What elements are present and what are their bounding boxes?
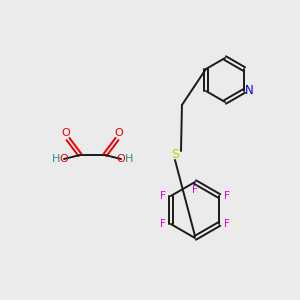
Text: O: O	[60, 154, 68, 164]
Text: F: F	[224, 219, 230, 229]
Text: N: N	[245, 85, 254, 98]
Text: H: H	[52, 154, 60, 164]
Text: F: F	[224, 191, 230, 201]
Text: O: O	[115, 128, 123, 138]
Text: H: H	[125, 154, 133, 164]
Text: F: F	[160, 219, 166, 229]
Text: O: O	[61, 128, 70, 138]
Text: S: S	[171, 148, 179, 161]
Text: O: O	[117, 154, 125, 164]
Text: F: F	[192, 185, 198, 195]
Text: F: F	[160, 191, 166, 201]
